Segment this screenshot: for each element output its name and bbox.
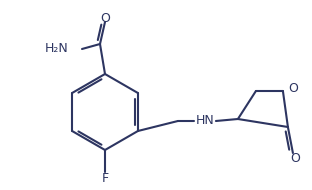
Text: H₂N: H₂N [44, 43, 68, 55]
Text: O: O [290, 151, 300, 165]
Text: O: O [100, 12, 110, 25]
Text: F: F [101, 172, 109, 184]
Text: HN: HN [196, 115, 215, 127]
Text: O: O [288, 82, 298, 96]
